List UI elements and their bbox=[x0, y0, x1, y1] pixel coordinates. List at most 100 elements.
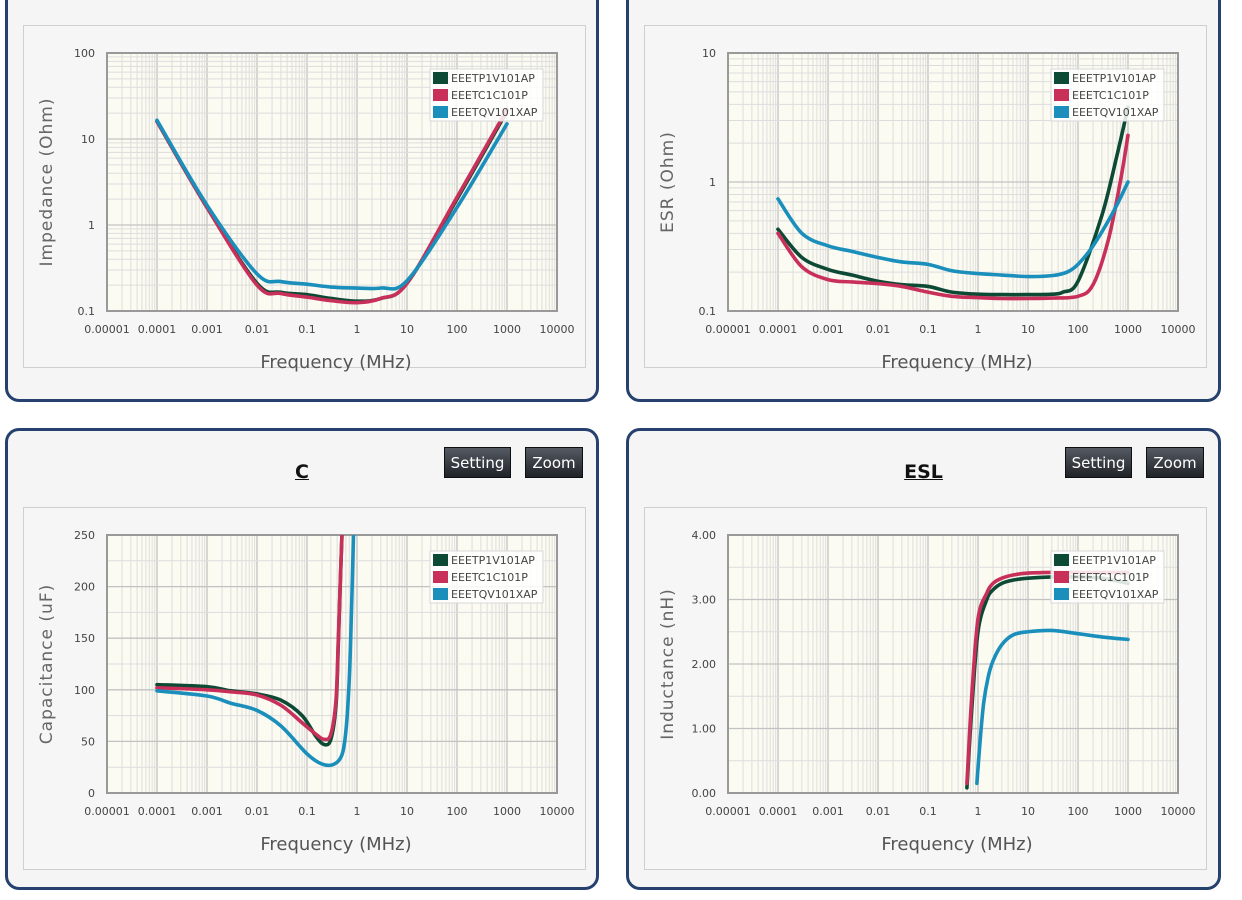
impedance-x-tick-label: 0.00001 bbox=[84, 323, 130, 336]
esr-axis-frame bbox=[727, 52, 1179, 312]
esr-y-tick-label: 1 bbox=[709, 176, 716, 189]
esr-series-eeetc1c101p-line bbox=[776, 133, 1130, 301]
esr-x-tick-label: 0.01 bbox=[866, 323, 891, 336]
esl-legend-label: EEETQV101XAP bbox=[1072, 588, 1159, 601]
impedance-y-tick-label: 10 bbox=[81, 133, 95, 146]
capacitance-legend-swatch bbox=[433, 554, 448, 566]
esl-x-tick-label: 1000 bbox=[1114, 805, 1142, 818]
esr-legend-label: EEETC1C101P bbox=[1072, 89, 1149, 102]
impedance-x-tick-label: 0.001 bbox=[191, 323, 223, 336]
esl-x-tick-label: 0.01 bbox=[866, 805, 891, 818]
esl-x-tick-label: 10 bbox=[1021, 805, 1035, 818]
impedance-legend-label: EEETQV101XAP bbox=[451, 106, 538, 119]
esr-legend-swatch bbox=[1054, 89, 1069, 101]
esl-x-tick-label: 100 bbox=[1068, 805, 1089, 818]
capacitance-y-axis-label: Capacitance (uF) bbox=[37, 584, 57, 744]
esl-y-axis-label: Inductance (nH) bbox=[658, 588, 678, 740]
impedance-panel: 0.00001 0.0001 0.001 0.01 0.1 1 10 100 1000 10000… bbox=[5, 0, 599, 402]
esr-series-eeetp1v101ap-line bbox=[776, 105, 1130, 297]
impedance-x-tick-label: 1 bbox=[354, 323, 361, 336]
esr-x-tick-label: 100 bbox=[1068, 323, 1089, 336]
impedance-axis-frame bbox=[106, 52, 558, 312]
capacitance-x-tick-label: 10000 bbox=[540, 805, 575, 818]
capacitance-legend-label: EEETQV101XAP bbox=[451, 588, 538, 601]
impedance-x-tick-label: 0.1 bbox=[298, 323, 316, 336]
esl-x-tick-label: 10000 bbox=[1161, 805, 1196, 818]
capacitance-x-tick-label: 0.0001 bbox=[138, 805, 177, 818]
esl-chart-frame: 0.00001 0.0001 0.001 0.01 0.1 1 10 100 1000 10000… bbox=[644, 507, 1207, 870]
esr-legend bbox=[1050, 68, 1165, 122]
impedance-legend bbox=[429, 68, 544, 122]
impedance-x-tick-label: 10000 bbox=[540, 323, 575, 336]
esl-x-tick-label: 0.001 bbox=[812, 805, 844, 818]
impedance-chart-frame: 0.00001 0.0001 0.001 0.01 0.1 1 10 100 1000 10000… bbox=[23, 25, 586, 373]
impedance-chart: 0.00001 0.0001 0.001 0.01 0.1 1 10 100 1000 10000… bbox=[37, 47, 575, 373]
esr-legend-swatch bbox=[1054, 72, 1069, 84]
capacitance-zoom-button[interactable]: Zoom bbox=[525, 447, 583, 478]
esl-x-tick-label: 0.1 bbox=[919, 805, 937, 818]
esl-y-tick-label: 1.00 bbox=[692, 723, 717, 736]
esl-series-eeetqv101xap-line bbox=[975, 628, 1130, 786]
capacitance-x-tick-label: 0.01 bbox=[245, 805, 270, 818]
esl-chart-title: ESL bbox=[904, 461, 943, 483]
impedance-x-tick-label: 0.01 bbox=[245, 323, 270, 336]
capacitance-axis-frame bbox=[106, 534, 558, 794]
esr-x-axis-label: Frequency (MHz) bbox=[881, 352, 1032, 373]
capacitance-x-tick-label: 10 bbox=[400, 805, 414, 818]
esr-chart: 0.00001 0.0001 0.001 0.01 0.1 1 10 100 1000 10000… bbox=[658, 47, 1196, 373]
capacitance-x-tick-label: 100 bbox=[447, 805, 468, 818]
esr-x-tick-label: 0.00001 bbox=[705, 323, 751, 336]
esr-legend-label: EEETQV101XAP bbox=[1072, 106, 1159, 119]
esr-x-tick-label: 10 bbox=[1021, 323, 1035, 336]
esr-chart-frame: 0.00001 0.0001 0.001 0.01 0.1 1 10 100 1000 10000… bbox=[644, 25, 1207, 373]
capacitance-series-eeetc1c101p-line bbox=[155, 535, 344, 742]
capacitance-x-tick-label: 0.001 bbox=[191, 805, 223, 818]
capacitance-y-tick-label: 200 bbox=[74, 581, 95, 594]
esl-panel: ESL Setting Zoom 0.00001 0.0001 0.001 0.01 0… bbox=[626, 428, 1221, 890]
esr-y-axis-label: ESR (Ohm) bbox=[658, 131, 678, 233]
impedance-legend-label: EEETC1C101P bbox=[451, 89, 528, 102]
esr-x-tick-label: 0.0001 bbox=[759, 323, 798, 336]
esl-y-tick-label: 3.00 bbox=[692, 594, 717, 607]
capacitance-y-tick-label: 250 bbox=[74, 529, 95, 542]
impedance-legend-label: EEETP1V101AP bbox=[451, 72, 535, 85]
esl-legend-swatch bbox=[1054, 554, 1069, 566]
impedance-y-tick-label: 0.1 bbox=[78, 305, 96, 318]
capacitance-x-tick-label: 0.00001 bbox=[84, 805, 130, 818]
impedance-y-axis-label: Impedance (Ohm) bbox=[37, 98, 57, 267]
impedance-legend-swatch bbox=[433, 106, 448, 118]
esl-legend-swatch bbox=[1054, 571, 1069, 583]
impedance-x-tick-label: 10 bbox=[400, 323, 414, 336]
capacitance-chart-title: C bbox=[295, 461, 309, 483]
capacitance-legend-label: EEETC1C101P bbox=[451, 571, 528, 584]
esr-x-tick-label: 1 bbox=[975, 323, 982, 336]
capacitance-x-axis-label: Frequency (MHz) bbox=[260, 834, 411, 855]
capacitance-y-tick-label: 100 bbox=[74, 684, 95, 697]
impedance-x-tick-label: 1000 bbox=[493, 323, 521, 336]
esl-y-tick-label: 0.00 bbox=[692, 787, 717, 800]
esl-x-axis-label: Frequency (MHz) bbox=[881, 834, 1032, 855]
capacitance-legend bbox=[429, 550, 544, 604]
impedance-x-tick-label: 100 bbox=[447, 323, 468, 336]
esr-x-tick-label: 10000 bbox=[1161, 323, 1196, 336]
capacitance-chart: 0.00001 0.0001 0.001 0.01 0.1 1 10 100 1000 10000… bbox=[37, 529, 575, 855]
esr-series-eeetqv101xap-line bbox=[776, 180, 1130, 279]
capacitance-y-tick-label: 0 bbox=[88, 787, 95, 800]
capacitance-x-tick-label: 1 bbox=[354, 805, 361, 818]
impedance-legend-swatch bbox=[433, 89, 448, 101]
capacitance-x-tick-label: 1000 bbox=[493, 805, 521, 818]
esl-zoom-button[interactable]: Zoom bbox=[1146, 447, 1204, 478]
esl-setting-button[interactable]: Setting bbox=[1065, 447, 1132, 478]
impedance-series-eeetqv101xap-line bbox=[155, 118, 509, 291]
esl-legend bbox=[1050, 550, 1165, 604]
esl-legend-label: EEETP1V101AP bbox=[1072, 554, 1156, 567]
capacitance-series-eeetqv101xap-line bbox=[155, 535, 356, 768]
esl-chart: 0.00001 0.0001 0.001 0.01 0.1 1 10 100 1000 10000… bbox=[658, 529, 1196, 855]
capacitance-legend-label: EEETP1V101AP bbox=[451, 554, 535, 567]
capacitance-setting-button[interactable]: Setting bbox=[444, 447, 511, 478]
capacitance-panel: C Setting Zoom 0.00001 0.0001 0.001 0.01 0.1… bbox=[5, 428, 599, 890]
esr-legend-swatch bbox=[1054, 106, 1069, 118]
impedance-legend-swatch bbox=[433, 72, 448, 84]
esr-x-tick-label: 0.1 bbox=[919, 323, 937, 336]
impedance-x-axis-label: Frequency (MHz) bbox=[260, 352, 411, 373]
